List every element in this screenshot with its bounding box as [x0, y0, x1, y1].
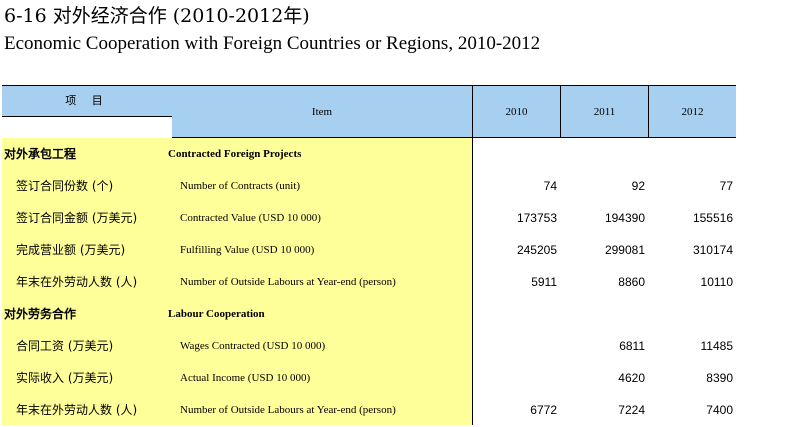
value-2012 — [653, 138, 733, 170]
row-label-chinese: 对外承包工程 — [4, 147, 77, 161]
row-label-english: Contracted Foreign Projects — [168, 148, 302, 160]
value-2012: 11485 — [700, 339, 733, 353]
value-2010: 173753 — [516, 211, 557, 225]
value-2010 — [477, 330, 557, 362]
table-row: 签订合同份数 (个) Number of Contracts (unit) 74 92… — [2, 170, 736, 202]
table-row: 年末在外劳动人数 (人) Number of Outside Labours at… — [2, 394, 736, 426]
row-label-chinese: 签订合同份数 (个) — [16, 179, 114, 193]
value-2011: 4620 — [618, 371, 645, 385]
row-label-english: Wages Contracted (USD 10 000) — [180, 340, 326, 352]
header-year-2010: 2010 — [472, 85, 560, 138]
value-2012: 7400 — [706, 403, 733, 417]
row-label-english: Number of Outside Labours at Year-end (p… — [180, 404, 396, 416]
row-label-english: Labour Cooperation — [168, 308, 265, 320]
table-row: 签订合同金额 (万美元) Contracted Value (USD 10 000… — [2, 202, 736, 234]
value-2011 — [565, 138, 645, 170]
value-2010: 245205 — [516, 243, 557, 257]
value-2012: 310174 — [692, 243, 733, 257]
row-label-chinese: 签订合同金额 (万美元) — [16, 211, 138, 225]
value-2011: 92 — [631, 179, 645, 193]
value-2011: 194390 — [604, 211, 645, 225]
row-label-english: Number of Outside Labours at Year-end (p… — [180, 276, 396, 288]
row-label-chinese: 对外劳务合作 — [4, 307, 77, 321]
value-2012: 10110 — [700, 275, 733, 289]
value-2010: 5911 — [531, 275, 557, 289]
section-header-row: 对外承包工程 Contracted Foreign Projects — [2, 138, 736, 170]
value-2012: 77 — [719, 179, 733, 193]
table-row: 合同工资 (万美元) Wages Contracted (USD 10 000) 6… — [2, 330, 736, 362]
table-row: 实际收入 (万美元) Actual Income (USD 10 000) 4620… — [2, 362, 736, 394]
value-2011: 6811 — [619, 339, 645, 353]
row-label-english: Contracted Value (USD 10 000) — [180, 212, 321, 224]
value-2012: 155516 — [692, 211, 733, 225]
value-2011: 299081 — [604, 243, 645, 257]
table-title-chinese: 6-16 对外经济合作 (2010-2012年) — [4, 5, 310, 27]
header-item-chinese: 项 目 — [2, 85, 172, 117]
value-2010: 6772 — [530, 403, 557, 417]
header-year-2011: 2011 — [560, 85, 648, 138]
header-item-english: Item — [172, 85, 472, 138]
row-label-english: Actual Income (USD 10 000) — [180, 372, 311, 384]
value-2011: 7224 — [618, 403, 645, 417]
row-label-english: Number of Contracts (unit) — [180, 180, 301, 192]
row-label-chinese: 合同工资 (万美元) — [16, 339, 114, 353]
label-column-background — [2, 138, 472, 425]
table-row: 年末在外劳动人数 (人) Number of Outside Labours at… — [2, 266, 736, 298]
value-2010 — [477, 362, 557, 394]
value-2012: 8390 — [706, 371, 733, 385]
column-separator — [472, 138, 473, 425]
value-2011: 8860 — [618, 275, 645, 289]
row-label-chinese: 实际收入 (万美元) — [16, 371, 114, 385]
table-row: 完成营业额 (万美元) Fulfilling Value (USD 10 000)… — [2, 234, 736, 266]
value-2011 — [565, 298, 645, 330]
section-header-row: 对外劳务合作 Labour Cooperation — [2, 298, 736, 330]
value-2010 — [477, 138, 557, 170]
header-year-2012: 2012 — [648, 85, 736, 138]
row-label-chinese: 完成营业额 (万美元) — [16, 243, 126, 257]
economic-cooperation-table: 项 目 Item 2010 2011 2012 对外承包工程 Contracted… — [2, 85, 736, 425]
value-2012 — [653, 298, 733, 330]
table-title-english: Economic Cooperation with Foreign Countr… — [4, 33, 541, 54]
value-2010: 74 — [543, 179, 557, 193]
row-label-english: Fulfilling Value (USD 10 000) — [180, 244, 315, 256]
row-label-chinese: 年末在外劳动人数 (人) — [16, 275, 138, 289]
row-label-chinese: 年末在外劳动人数 (人) — [16, 403, 138, 417]
value-2010 — [477, 298, 557, 330]
